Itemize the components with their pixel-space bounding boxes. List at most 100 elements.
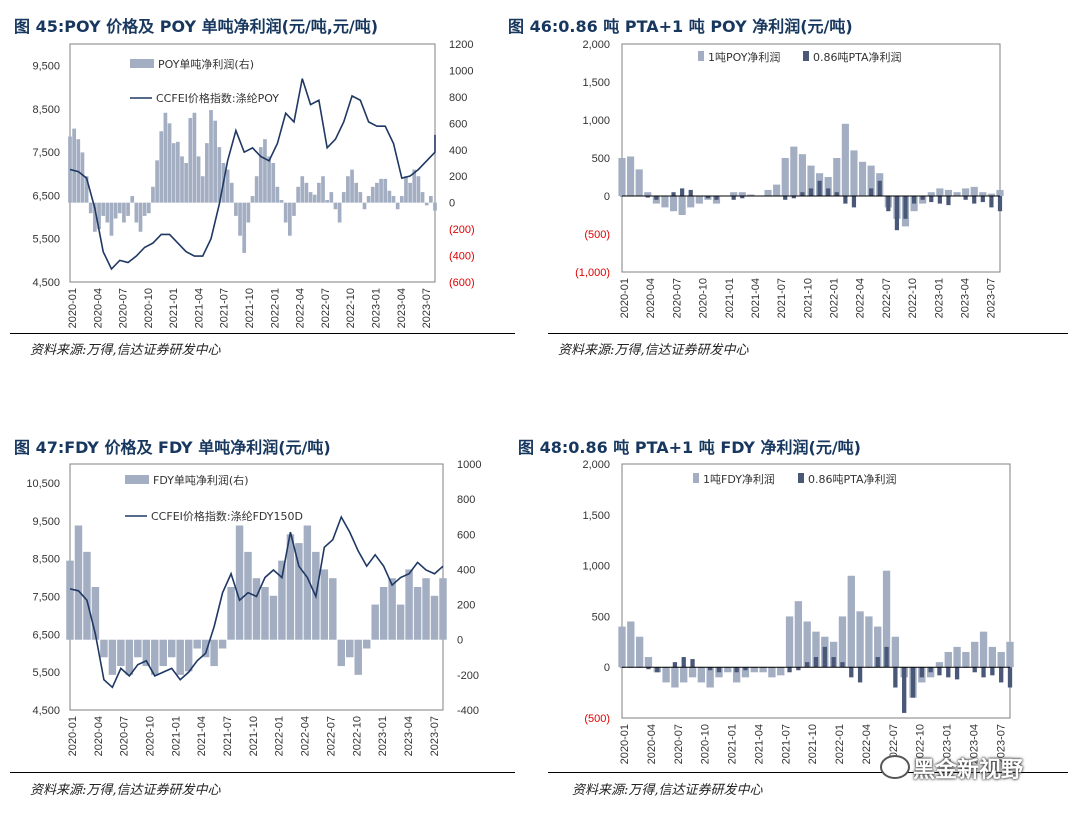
x-tick-label: 2021-04: [753, 724, 765, 764]
legend-swatch-bar: [130, 59, 154, 68]
profit-bar: [875, 657, 880, 668]
profit-bar: [234, 202, 238, 216]
profit-bar: [205, 143, 209, 203]
watermark-icon: [880, 755, 910, 779]
profit-bar: [902, 667, 907, 713]
y-tick-label: 2,000: [582, 39, 610, 51]
x-tick-label: 2022-10: [915, 724, 927, 764]
y-tick-label-right: 400: [449, 145, 467, 157]
profit-bar: [805, 662, 810, 668]
profit-bar: [911, 196, 917, 204]
profit-bar: [269, 595, 278, 640]
x-tick-label: 2021-10: [244, 288, 256, 328]
profit-bar: [869, 188, 874, 196]
profit-bar: [785, 616, 794, 668]
profit-bar: [151, 639, 159, 675]
price-line: [69, 78, 436, 271]
y-tick-label-right: -400: [457, 705, 479, 717]
profit-bar: [981, 667, 986, 678]
x-tick-label: 2021-01: [727, 724, 739, 764]
x-tick-label: 2023-04: [959, 278, 971, 318]
profit-bar: [937, 667, 942, 676]
legend-label: 1吨FDY净利润: [703, 472, 775, 486]
y-tick-label-right: 1200: [449, 39, 473, 51]
x-tick-label: 2021-10: [807, 724, 819, 764]
profit-bar: [420, 192, 425, 203]
y-tick-label-right: (600): [449, 277, 475, 289]
profit-bar: [244, 551, 252, 640]
profit-bar: [635, 636, 644, 668]
profit-bar: [72, 128, 76, 203]
profit-bar: [175, 141, 180, 203]
profit-bar: [176, 639, 184, 675]
y-tick-label: 1,500: [582, 77, 610, 89]
profit-bar: [184, 163, 188, 203]
profit-bar: [840, 662, 845, 668]
legend-swatch: [698, 51, 704, 61]
profit-bar: [395, 202, 400, 210]
profit-bar: [105, 202, 110, 223]
x-tick-label: 2023-01: [942, 724, 954, 764]
profit-bar: [646, 667, 651, 670]
profit-bar: [346, 176, 350, 203]
profit-bar: [227, 587, 235, 640]
profit-bar: [671, 667, 679, 688]
x-tick-label: 2023-07: [421, 288, 433, 328]
profit-bar: [109, 202, 114, 236]
profit-bar: [953, 192, 961, 196]
x-tick-label: 2021-07: [219, 288, 231, 328]
profit-bar: [705, 196, 711, 199]
legend-label: 0.86吨PTA净利润: [813, 50, 902, 64]
profit-bar: [999, 667, 1004, 683]
poy-price-profit-chart: 2020-01 2020-04 2020-07 2020-10 2021-01 2021-…: [32, 39, 475, 328]
x-tick-label: 2022-01: [269, 288, 281, 328]
profit-bar: [741, 667, 750, 678]
y-tick-label: 6,500: [32, 629, 60, 641]
profit-bar: [167, 123, 172, 203]
pta-fdy-profit-chart: 2020-01 2020-04 2020-07 2020-10 2021-01 2021-…: [582, 459, 1014, 764]
profit-bar: [803, 621, 811, 668]
x-tick-label: 2023-07: [429, 716, 441, 756]
profit-bar: [329, 192, 334, 203]
x-tick-label: 2023-01: [377, 716, 389, 756]
legend-label: 1吨POY净利润: [708, 50, 780, 64]
profit-bar: [1006, 641, 1014, 668]
profit-bar: [246, 202, 251, 223]
profit-bar: [1007, 667, 1013, 688]
profit-bar: [362, 639, 371, 649]
profit-bar: [937, 196, 942, 204]
x-tick-label: 2021-04: [196, 716, 208, 756]
profit-bar: [989, 196, 994, 208]
profit-bar: [413, 587, 422, 640]
profit-bar: [747, 194, 755, 196]
profit-bar: [130, 196, 135, 203]
legend-swatch-bar: [125, 475, 149, 484]
source-note: 资料来源:万得,信达证券研发中心: [558, 343, 749, 358]
profit-bar: [680, 188, 685, 196]
y-tick-label: 1,500: [582, 510, 610, 522]
profit-bar: [798, 154, 806, 196]
y-tick-label: 9,500: [32, 61, 60, 73]
y-tick-label-right: 1000: [457, 459, 481, 471]
profit-bar: [292, 202, 296, 216]
profit-bar: [304, 182, 309, 203]
profit-bar: [134, 202, 139, 223]
profit-bar: [874, 626, 882, 668]
x-tick-label: 2022-10: [345, 288, 357, 328]
profit-bar: [404, 176, 408, 203]
profit-bar: [730, 192, 738, 196]
profit-bar: [618, 158, 626, 196]
y-tick-label: 8,500: [32, 554, 60, 566]
profit-bar: [83, 551, 91, 640]
profit-bar: [669, 196, 678, 212]
profit-bar: [759, 667, 767, 673]
profit-bar: [886, 196, 891, 212]
profit-bar: [354, 182, 359, 203]
profit-bar: [159, 131, 164, 203]
y-tick-label: 4,500: [32, 705, 60, 717]
profit-bar: [295, 543, 303, 640]
profit-bar: [235, 525, 244, 640]
profit-bar: [430, 595, 439, 640]
y-tick-label-right: 1000: [449, 65, 473, 77]
y-tick-label: 500: [592, 611, 610, 623]
